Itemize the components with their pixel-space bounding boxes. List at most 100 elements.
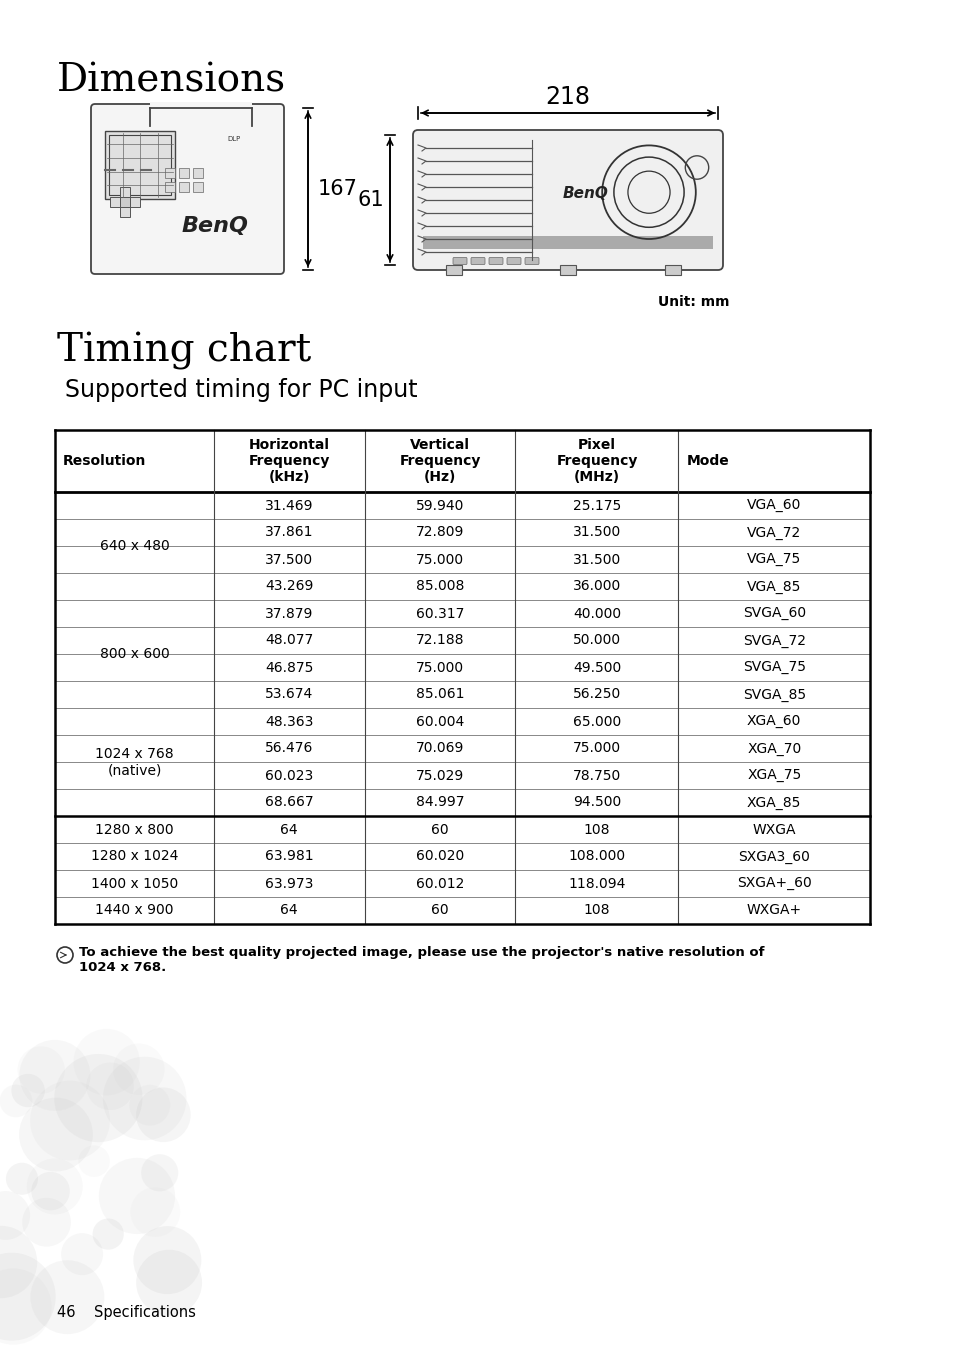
Circle shape [19, 1040, 91, 1111]
Text: 25.175: 25.175 [572, 499, 620, 512]
Circle shape [54, 1055, 142, 1142]
Text: 108.000: 108.000 [568, 849, 625, 864]
Text: VGA_85: VGA_85 [746, 580, 801, 594]
Text: 36.000: 36.000 [572, 580, 620, 594]
Text: 1280 x 1024: 1280 x 1024 [91, 849, 178, 864]
Text: To achieve the best quality projected image, please use the projector's native r: To achieve the best quality projected im… [79, 946, 763, 973]
Text: 60: 60 [431, 822, 449, 837]
Bar [120, 197, 130, 207]
Bar [165, 168, 175, 177]
Text: 94.500: 94.500 [572, 795, 620, 810]
Text: 800 x 600: 800 x 600 [99, 648, 170, 661]
Text: 46    Specifications: 46 Specifications [57, 1305, 195, 1320]
FancyBboxPatch shape [453, 257, 467, 265]
Text: 118.094: 118.094 [568, 876, 625, 891]
Text: XGA_75: XGA_75 [746, 768, 801, 783]
Bar [55, 430, 869, 923]
Bar [120, 207, 130, 216]
Text: 43.269: 43.269 [265, 580, 314, 594]
Text: WXGA+: WXGA+ [746, 903, 801, 918]
Text: 60.023: 60.023 [265, 768, 314, 783]
Text: SVGA_75: SVGA_75 [742, 661, 805, 675]
Bar [422, 237, 712, 249]
Text: 63.973: 63.973 [265, 876, 314, 891]
Text: 75.000: 75.000 [416, 661, 464, 675]
Bar [105, 131, 175, 199]
Text: 1024 x 768
(native): 1024 x 768 (native) [95, 746, 173, 777]
Bar [165, 181, 175, 192]
Text: 84.997: 84.997 [416, 795, 464, 810]
Text: 56.250: 56.250 [572, 688, 620, 702]
Text: WXGA: WXGA [752, 822, 795, 837]
FancyBboxPatch shape [471, 257, 484, 265]
Text: 108: 108 [583, 822, 610, 837]
Circle shape [27, 1159, 83, 1214]
Text: SVGA_85: SVGA_85 [741, 688, 805, 702]
Text: SXGA+_60: SXGA+_60 [736, 876, 811, 891]
Circle shape [113, 1044, 165, 1095]
Bar [120, 187, 130, 197]
Circle shape [136, 1087, 191, 1142]
Text: 72.188: 72.188 [416, 634, 464, 648]
Text: SVGA_72: SVGA_72 [742, 634, 805, 648]
Text: Horizontal
Frequency
(kHz): Horizontal Frequency (kHz) [249, 438, 330, 484]
Text: SVGA_60: SVGA_60 [741, 607, 805, 621]
Text: Mode: Mode [686, 454, 728, 468]
Circle shape [103, 1057, 186, 1140]
Bar [110, 197, 120, 207]
Text: 37.879: 37.879 [265, 607, 314, 621]
Text: 108: 108 [583, 903, 610, 918]
Text: 48.077: 48.077 [265, 634, 314, 648]
Bar [109, 135, 172, 195]
Text: 640 x 480: 640 x 480 [99, 539, 170, 553]
Text: VGA_75: VGA_75 [746, 553, 801, 566]
FancyBboxPatch shape [91, 104, 284, 274]
FancyBboxPatch shape [524, 257, 538, 265]
Text: 63.981: 63.981 [265, 849, 314, 864]
Text: XGA_85: XGA_85 [746, 795, 801, 810]
Text: 40.000: 40.000 [573, 607, 620, 621]
Text: 75.000: 75.000 [416, 553, 464, 566]
Circle shape [136, 1249, 202, 1315]
Circle shape [73, 1029, 140, 1095]
Text: 70.069: 70.069 [416, 741, 464, 756]
Text: BenQ: BenQ [182, 216, 249, 237]
Text: 72.809: 72.809 [416, 526, 464, 539]
FancyBboxPatch shape [489, 257, 502, 265]
Text: 56.476: 56.476 [265, 741, 314, 756]
Text: Unit: mm: Unit: mm [658, 295, 729, 310]
Text: XGA_70: XGA_70 [746, 741, 801, 756]
Circle shape [19, 1098, 92, 1171]
Text: Resolution: Resolution [63, 454, 146, 468]
Bar [130, 197, 140, 207]
Text: 37.861: 37.861 [265, 526, 314, 539]
FancyBboxPatch shape [506, 257, 520, 265]
Text: 49.500: 49.500 [572, 661, 620, 675]
Text: 60: 60 [431, 903, 449, 918]
Text: 60.004: 60.004 [416, 714, 464, 729]
Text: 46.875: 46.875 [265, 661, 314, 675]
Text: 60.317: 60.317 [416, 607, 464, 621]
Text: 75.029: 75.029 [416, 768, 464, 783]
Bar [446, 265, 461, 274]
Text: 31.500: 31.500 [572, 526, 620, 539]
Circle shape [87, 1063, 133, 1110]
Circle shape [30, 1260, 104, 1334]
Circle shape [31, 1172, 70, 1210]
Text: DLP: DLP [227, 135, 240, 142]
Text: 218: 218 [545, 85, 590, 110]
Bar [193, 168, 203, 177]
Text: 85.061: 85.061 [416, 688, 464, 702]
Text: 61: 61 [357, 191, 384, 210]
Circle shape [99, 1157, 175, 1234]
Text: Dimensions: Dimensions [57, 62, 286, 99]
Circle shape [30, 1080, 110, 1160]
Circle shape [17, 1046, 65, 1094]
Circle shape [133, 1226, 201, 1294]
Text: 50.000: 50.000 [573, 634, 620, 648]
Circle shape [92, 1218, 124, 1249]
Circle shape [61, 1233, 103, 1275]
Text: XGA_60: XGA_60 [746, 714, 801, 729]
Circle shape [6, 1163, 38, 1195]
Bar [179, 181, 189, 192]
